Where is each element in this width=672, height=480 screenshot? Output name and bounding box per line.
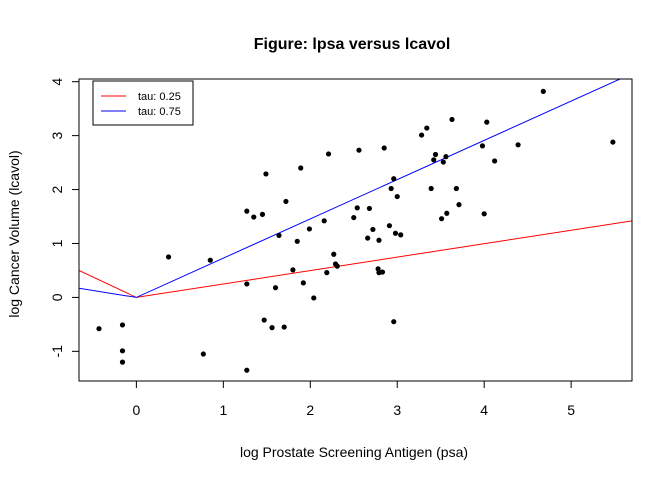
data-point (381, 145, 387, 151)
data-point (324, 270, 330, 276)
data-point (492, 158, 498, 164)
data-point (432, 151, 439, 158)
x-tick-label: 5 (567, 402, 575, 418)
data-point (398, 232, 404, 238)
data-point (481, 211, 487, 217)
legend-label-1: tau: 0.25 (138, 91, 181, 103)
data-point (321, 218, 327, 224)
data-point (96, 326, 102, 332)
x-tick-label: 3 (393, 402, 401, 418)
y-tick-label: 1 (49, 239, 65, 247)
data-point (394, 193, 400, 200)
series-line-2 (79, 79, 622, 298)
data-point (376, 237, 382, 243)
y-tick-label: 4 (49, 78, 65, 86)
data-point (456, 202, 462, 208)
data-point (119, 322, 126, 328)
data-point (440, 159, 446, 165)
data-point (283, 198, 289, 205)
data-point (391, 319, 397, 325)
data-point (306, 226, 313, 232)
data-point (269, 325, 275, 331)
data-point (272, 285, 279, 291)
data-point (449, 116, 455, 123)
data-point (479, 143, 486, 149)
data-point (351, 214, 357, 221)
data-point (354, 205, 360, 211)
data-point (331, 251, 337, 257)
data-point (392, 230, 399, 236)
data-point (165, 254, 172, 260)
data-point (418, 132, 425, 138)
data-point (244, 208, 250, 214)
data-point (370, 226, 376, 233)
legend-label-2: tau: 0.75 (138, 106, 181, 118)
data-point (263, 171, 269, 177)
data-point (444, 210, 450, 216)
data-point (515, 142, 521, 148)
data-point (251, 214, 257, 220)
data-point (453, 185, 459, 192)
y-tick-label: -1 (49, 345, 65, 358)
x-tick-label: 4 (480, 402, 488, 418)
data-point (379, 269, 386, 275)
data-point (298, 165, 304, 171)
x-tick-label: 2 (306, 402, 314, 418)
data-point (438, 216, 445, 222)
data-point (388, 185, 394, 192)
x-axis: 0 1 2 3 4 5 (132, 380, 575, 418)
x-tick-label: 1 (219, 402, 227, 418)
data-point (325, 151, 332, 157)
legend-box (92, 80, 194, 126)
x-axis-label: log Prostate Screening Antigen (psa) (240, 444, 468, 460)
data-point (244, 367, 250, 373)
data-point (259, 211, 266, 217)
data-point (119, 359, 126, 365)
y-tick-label: 0 (49, 293, 65, 301)
data-point (356, 147, 362, 153)
data-point (443, 154, 449, 160)
y-tick-label: 3 (49, 132, 65, 140)
y-axis-label: log Cancer Volume (lcavol) (6, 150, 22, 317)
data-point (365, 235, 371, 241)
data-point (540, 88, 546, 95)
data-point (200, 351, 206, 357)
data-point (428, 185, 434, 192)
data-point (334, 263, 340, 269)
data-point (276, 232, 282, 238)
data-point (610, 139, 616, 145)
data-point (261, 317, 267, 323)
data-point (290, 267, 296, 273)
data-point (207, 257, 213, 263)
data-point (244, 281, 250, 287)
data-point (281, 324, 287, 330)
y-axis: -1 0 1 2 3 4 (49, 78, 80, 358)
data-point (386, 223, 393, 229)
plot-area (79, 79, 632, 373)
data-point (484, 119, 490, 125)
data-point (294, 238, 300, 244)
legend: tau: 0.25 tau: 0.75 (92, 80, 194, 126)
x-tick-label: 0 (132, 402, 140, 418)
y-tick-label: 2 (49, 185, 65, 193)
data-point (391, 176, 397, 182)
data-point (300, 280, 306, 286)
data-point (366, 205, 373, 212)
data-point (424, 125, 430, 131)
data-point (431, 157, 437, 163)
data-point (119, 348, 126, 354)
chart-title: Figure: lpsa versus lcavol (254, 36, 451, 53)
data-point (311, 295, 317, 301)
